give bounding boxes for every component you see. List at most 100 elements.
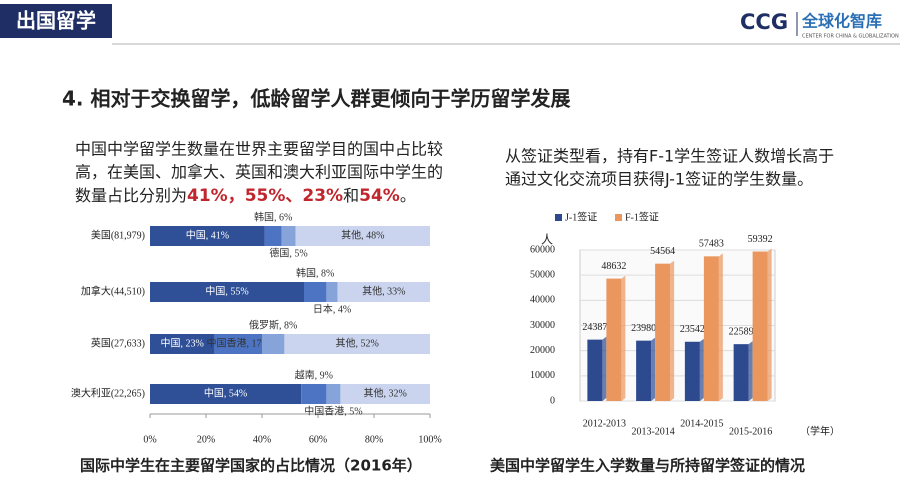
bar-segment <box>337 282 430 302</box>
paragraph-line: 数量占比分别为41%，55%、23%和54%。 <box>75 186 416 207</box>
segment-label: 韩国, 6% <box>254 210 292 223</box>
paragraph-span: 和 <box>343 186 359 205</box>
logo-en: CENTER FOR CHINA & GLOBALIZATION <box>802 34 899 40</box>
bar-side <box>602 336 607 401</box>
segment-label: 中国, 23% <box>161 336 204 349</box>
segment-label: 中国, 55% <box>205 284 248 297</box>
segment-label: 其他, 32% <box>364 386 407 399</box>
bar-segment <box>214 334 262 354</box>
category-label: 澳大利亚(22,265) <box>71 386 145 399</box>
segment-label: 越南, 9% <box>295 368 333 381</box>
bar-segment <box>295 226 430 246</box>
bar <box>606 278 622 401</box>
bar-segment <box>304 282 327 302</box>
y-tick-label: 60000 <box>530 244 555 255</box>
bar <box>684 341 700 401</box>
category-label: 英国(27,633) <box>91 336 145 349</box>
value-label: 57483 <box>699 239 724 250</box>
legend-swatch <box>615 214 622 221</box>
logo: CCG <box>740 10 788 34</box>
bar-segment <box>150 384 302 404</box>
y-tick-label: 10000 <box>530 370 555 381</box>
bar <box>655 263 671 401</box>
y-tick-label: 50000 <box>530 269 555 280</box>
section-title: 出国留学 <box>16 9 96 33</box>
x-tick-label: 2014-2015 <box>680 418 723 429</box>
value-label: 59392 <box>748 234 773 245</box>
paragraph-span: 。 <box>400 186 416 205</box>
segment-label: 中国, 41% <box>186 228 229 241</box>
x-tick-label: 2012-2013 <box>583 418 626 429</box>
caption: 美国中学留学生入学数量与所持留学签证的情况 <box>490 457 805 475</box>
segment-label: 韩国, 8% <box>296 266 334 279</box>
value-label: 54564 <box>650 246 675 257</box>
value-label: 24387 <box>582 322 607 333</box>
caption: 国际中学生在主要留学国家的占比情况（2016年） <box>80 457 422 475</box>
x-tick-label: 100% <box>418 434 441 445</box>
segment-label: 其他, 33% <box>362 284 405 297</box>
paragraph-span: 数量占比分别为 <box>75 186 187 205</box>
value-label: 22589 <box>729 326 754 337</box>
x-axis-label: （学年） <box>800 424 840 437</box>
bar-side <box>621 275 626 401</box>
category-label: 美国(81,979) <box>91 228 145 241</box>
paragraph-line: 高，在美国、加拿大、英国和澳大利亚国际中学生的 <box>75 163 443 182</box>
y-axis-label: 人 <box>541 233 553 247</box>
bar-segment <box>150 282 304 302</box>
legend-label: J-1签证 <box>565 210 597 223</box>
x-tick-label: 40% <box>253 434 271 445</box>
y-tick-label: 30000 <box>530 320 555 331</box>
x-tick-label: 2015-2016 <box>729 426 772 437</box>
bar-side <box>651 337 656 401</box>
bar-segment <box>284 334 430 354</box>
section-box <box>0 4 112 38</box>
x-tick-label: 0% <box>143 434 156 445</box>
bar-side <box>718 253 723 401</box>
segment-label: 德国, 5% <box>269 246 307 259</box>
bar-segment <box>264 226 282 246</box>
x-tick-label: 2013-2014 <box>631 426 674 437</box>
paragraph-line: 通过文化交流项目获得J-1签证的学生数量。 <box>505 170 813 189</box>
bar <box>703 256 719 401</box>
x-tick-label: 60% <box>309 434 327 445</box>
paragraph-span: 54% <box>359 186 400 206</box>
bar-segment <box>326 384 341 404</box>
bar-side <box>748 341 753 401</box>
bar-segment <box>301 384 327 404</box>
y-tick-label: 0 <box>550 395 555 406</box>
bar <box>752 251 768 401</box>
bar-side <box>767 248 772 401</box>
category-label: 加拿大(44,510) <box>81 284 145 297</box>
bar <box>636 340 652 401</box>
paragraph-line: 中国中学留学生数量在世界主要留学目的国中占比较 <box>75 140 443 159</box>
value-label: 48632 <box>601 261 626 272</box>
y-tick-label: 40000 <box>530 295 555 306</box>
bar-segment <box>326 282 338 302</box>
bar <box>587 339 603 401</box>
segment-label: 中国, 54% <box>204 386 247 399</box>
heading: 4. 相对于交换留学，低龄留学人群更倾向于学历留学发展 <box>62 87 570 111</box>
segment-label: 其他, 52% <box>336 336 379 349</box>
x-tick-label: 20% <box>197 434 215 445</box>
paragraph-span: 41%，55%、23% <box>187 186 343 206</box>
value-label: 23980 <box>631 323 656 334</box>
segment-label: 俄罗斯, 8% <box>249 318 297 331</box>
segment-label: 中国香港, 17% <box>207 336 270 349</box>
x-tick-label: 80% <box>365 434 383 445</box>
segment-label: 其他, 48% <box>341 228 384 241</box>
y-tick-label: 20000 <box>530 345 555 356</box>
bar-segment <box>262 334 285 354</box>
bar <box>733 344 749 401</box>
value-label: 23542 <box>680 324 705 335</box>
legend-swatch <box>555 214 562 221</box>
segment-label: 中国香港, 5% <box>304 404 362 417</box>
bar-segment <box>281 226 296 246</box>
legend-label: F-1签证 <box>625 210 659 223</box>
bar-segment <box>150 334 215 354</box>
bar-segment <box>340 384 430 404</box>
paragraph-line: 从签证类型看，持有F-1学生签证人数增长高于 <box>505 147 834 166</box>
bar-segment <box>150 226 265 246</box>
segment-label: 日本, 4% <box>313 302 351 315</box>
